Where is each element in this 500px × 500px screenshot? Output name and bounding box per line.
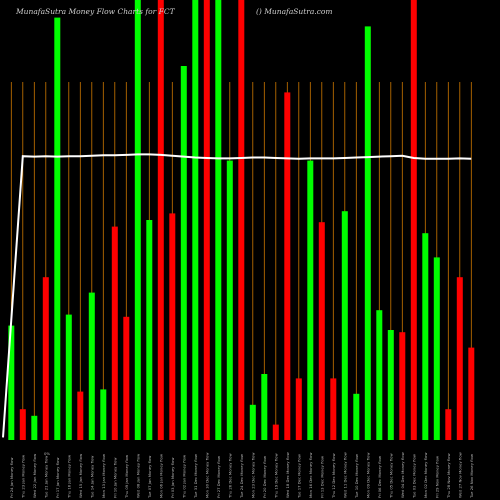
x-tick-label: Thu 05 Dec Money flow	[388, 453, 393, 499]
x-tick-label: Tue 10 Dec Money flow	[354, 454, 359, 499]
money-flow-bar	[88, 292, 95, 440]
x-tick-label: Fri 29 Nov Money flow	[434, 456, 439, 498]
zero-label: 0%	[44, 451, 50, 456]
x-tick-label: Tue 24 Dec Money flow	[239, 454, 244, 499]
money-flow-bar	[65, 314, 72, 440]
x-tick-label: Tue 14 Jan Money flow	[89, 456, 94, 499]
x-tick-label: Fri 24 Jan Money flow	[9, 458, 14, 498]
money-flow-bar	[100, 389, 107, 440]
money-flow-bar	[180, 66, 187, 440]
x-tick-label: Thu 16 Jan Money flow	[66, 455, 71, 499]
money-flow-bar	[238, 0, 245, 440]
x-tick-label: Tue 03 Dec Money flow	[411, 454, 416, 499]
x-tick-label: Thu 28 Nov Money flow	[446, 453, 451, 499]
money-flow-bar	[203, 0, 210, 440]
x-tick-label: Thu 19 Dec Money flow	[273, 453, 278, 499]
money-flow-bar	[157, 0, 164, 440]
money-flow-bar	[261, 374, 268, 440]
money-flow-bar	[8, 325, 15, 440]
x-tick-label: Thu 26 Dec Money flow	[227, 453, 232, 499]
money-flow-bar	[387, 330, 394, 440]
money-flow-bar	[353, 393, 360, 440]
money-flow-bar	[376, 310, 383, 440]
chart-title: MunafaSutra Money Flow Charts for FCT	[15, 7, 176, 16]
x-tick-label: Fri 10 Jan Money flow	[112, 458, 117, 498]
money-flow-bar	[42, 277, 49, 440]
x-tick-label: Wed 08 Jan Money flow	[135, 454, 140, 498]
x-tick-label: Tue 31 Dec Money flow	[193, 454, 198, 499]
money-flow-bar	[295, 378, 302, 440]
money-flow-bar	[192, 0, 199, 440]
x-tick-label: Tue 07 Jan Money flow	[147, 456, 152, 499]
x-tick-label: Fri 13 Dec Money flow	[319, 456, 324, 498]
chart-watermark: () MunafaSutra.com	[256, 7, 333, 16]
money-flow-bar	[364, 26, 371, 441]
money-flow-bar	[330, 378, 337, 440]
x-tick-label: Wed 18 Dec Money flow	[285, 452, 290, 498]
money-flow-bar	[410, 0, 417, 440]
x-tick-label: Wed 15 Jan Money flow	[78, 454, 83, 498]
x-axis-labels: Fri 24 Jan Money flow Thu 23 Jan Money fl…	[9, 452, 474, 499]
money-flow-bar	[318, 222, 325, 440]
money-flow-bar	[284, 92, 291, 441]
money-flow-bar	[399, 332, 406, 440]
x-tick-label: Tue 17 Dec Money flow	[296, 454, 301, 499]
money-flow-bar	[456, 277, 463, 440]
money-flow-bar	[272, 424, 279, 440]
money-flow-bar	[54, 17, 61, 440]
x-tick-label: Thu 02 Jan Money flow	[181, 455, 186, 499]
x-tick-label: Wed 04 Dec Money flow	[400, 452, 405, 498]
money-flow-bar	[433, 257, 440, 440]
x-tick-label: Fri 17 Jan Money flow	[55, 458, 60, 498]
x-tick-label: Mon 06 Jan Money flow	[158, 454, 163, 498]
x-tick-label: Wed 27 Nov Money flow	[457, 452, 462, 498]
bars	[8, 0, 475, 441]
x-tick-label: Mon 02 Dec Money flow	[423, 453, 428, 498]
x-tick-label: Wed 11 Dec Money flow	[342, 452, 347, 498]
money-flow-line	[2, 153, 472, 438]
x-tick-label: Mon 30 Dec Money flow	[204, 453, 209, 498]
x-tick-label: Fri 27 Dec Money flow	[216, 456, 221, 498]
money-flow-bar	[445, 409, 452, 440]
x-tick-label: Wed 22 Jan Money flow	[32, 454, 37, 498]
x-tick-label: Tue 26 Nov Money flow	[469, 454, 474, 499]
money-flow-bar	[111, 226, 118, 440]
x-tick-label: Thu 23 Jan Money flow	[20, 455, 25, 499]
money-flow-bar	[123, 316, 130, 440]
money-flow-bar	[468, 347, 475, 440]
money-flow-bar	[215, 0, 222, 440]
x-tick-label: Mon 16 Dec Money flow	[308, 453, 313, 498]
money-flow-bar	[169, 213, 176, 440]
x-tick-label: Thu 09 Jan Money flow	[124, 455, 129, 499]
money-flow-bar	[134, 0, 141, 440]
x-tick-label: Fri 03 Jan Money flow	[170, 458, 175, 498]
money-flow-bar	[226, 160, 233, 440]
x-tick-label: Thu 12 Dec Money flow	[331, 453, 336, 499]
x-tick-label: Fri 06 Dec Money flow	[377, 456, 382, 498]
x-tick-label: Mon 23 Dec Money flow	[250, 453, 255, 498]
x-tick-label: Mon 09 Dec Money flow	[365, 453, 370, 498]
money-flow-bar	[249, 404, 256, 440]
money-flow-bar	[146, 220, 153, 440]
money-flow-bar	[307, 160, 314, 440]
money-flow-bar	[19, 409, 26, 440]
money-flow-bar	[341, 211, 348, 440]
money-flow-bar	[422, 233, 429, 440]
x-tick-label: Fri 20 Dec Money flow	[262, 456, 267, 498]
money-flow-bar	[31, 415, 38, 440]
x-tick-label: Tue 21 Jan Money flow	[43, 456, 48, 499]
x-tick-label: Mon 13 Jan Money flow	[101, 454, 106, 498]
money-flow-bar	[77, 391, 84, 440]
